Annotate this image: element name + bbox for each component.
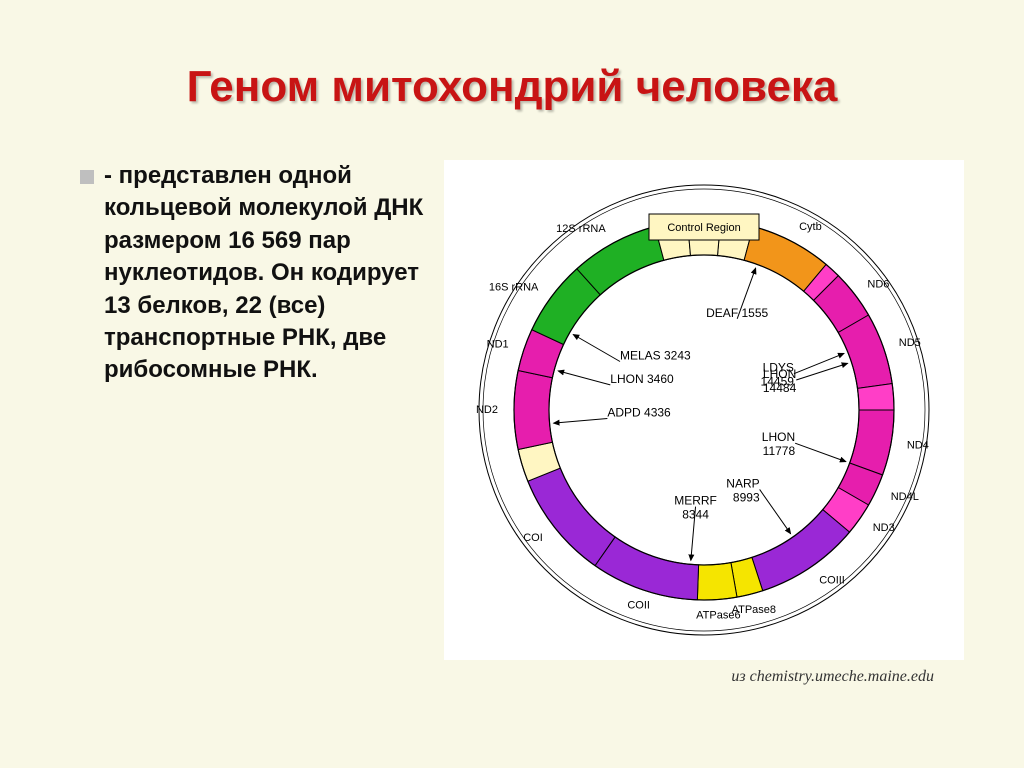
- image-credit: из chemistry.umeche.maine.edu: [731, 668, 934, 686]
- svg-text:11778: 11778: [763, 444, 796, 458]
- svg-text:ND4L: ND4L: [891, 491, 919, 503]
- svg-text:ND5: ND5: [899, 337, 921, 349]
- svg-text:DEAF 1555: DEAF 1555: [706, 306, 768, 320]
- bullet-marker-icon: [80, 170, 94, 184]
- genome-svg: CytbND6ND5ND4ND4LND3COIIIATPase8ATPase6C…: [444, 160, 964, 660]
- svg-text:COIII: COIII: [819, 575, 845, 587]
- svg-text:ND1: ND1: [487, 339, 509, 351]
- svg-text:8993: 8993: [733, 490, 760, 504]
- svg-text:LHON: LHON: [762, 430, 795, 444]
- svg-text:MELAS 3243: MELAS 3243: [620, 349, 691, 363]
- svg-text:16S rRNA: 16S rRNA: [489, 281, 539, 293]
- svg-text:COI: COI: [523, 532, 543, 544]
- slide: Геном митохондрий человека - представлен…: [0, 0, 1024, 768]
- svg-text:12S rRNA: 12S rRNA: [556, 223, 606, 235]
- svg-text:ND4: ND4: [907, 440, 929, 452]
- svg-text:Control Region: Control Region: [667, 222, 740, 234]
- svg-text:ND2: ND2: [476, 404, 498, 416]
- svg-text:COII: COII: [627, 599, 650, 611]
- svg-text:ND6: ND6: [867, 279, 889, 291]
- slide-title: Геном митохондрий человека: [0, 62, 1024, 112]
- bullet-block: - представлен одной кольцевой молекулой …: [80, 160, 444, 387]
- bullet-text: - представлен одной кольцевой молекулой …: [104, 160, 444, 387]
- slide-body: - представлен одной кольцевой молекулой …: [80, 160, 964, 708]
- svg-text:14459: 14459: [761, 375, 795, 389]
- genome-diagram: CytbND6ND5ND4ND4LND3COIIIATPase8ATPase6C…: [444, 160, 964, 680]
- svg-text:LHON 3460: LHON 3460: [610, 372, 674, 386]
- svg-text:8344: 8344: [682, 508, 709, 522]
- svg-text:ADPD 4336: ADPD 4336: [607, 405, 671, 419]
- svg-text:Cytb: Cytb: [799, 221, 822, 233]
- svg-text:ND3: ND3: [873, 522, 895, 534]
- svg-text:MERRF: MERRF: [674, 494, 717, 508]
- svg-text:LDYS: LDYS: [763, 361, 794, 375]
- svg-text:NARP: NARP: [726, 476, 759, 490]
- svg-text:ATPase6: ATPase6: [696, 609, 740, 621]
